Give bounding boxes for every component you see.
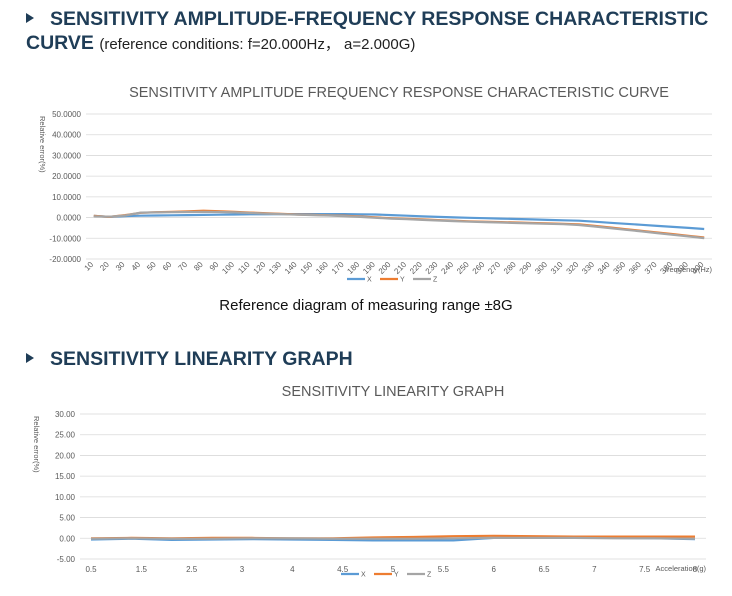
chart-title: SENSITIVITY AMPLITUDE FREQUENCY RESPONSE… [129,85,669,101]
x-tick-label: 270 [486,260,502,276]
x-tick-label: 50 [145,260,158,273]
x-tick-label: 320 [565,260,581,276]
x-tick-label: 150 [299,260,315,276]
y-tick-label: -10.0000 [49,234,81,243]
frequency-response-chart: SENSITIVITY AMPLITUDE FREQUENCY RESPONSE… [38,85,713,284]
legend-label: Z [427,572,432,579]
x-tick-label: 5 [391,565,396,574]
y-tick-label: 10.00 [55,493,76,502]
y-tick-label: 25.00 [55,431,76,440]
y-tick-label: 10.0000 [52,193,81,202]
x-tick-label: 90 [208,260,221,273]
legend-label: X [367,277,372,284]
y-tick-label: 20.0000 [52,172,81,181]
x-tick-label: 80 [192,260,205,273]
x-tick-label: 280 [502,260,518,276]
section-heading-linearity: SENSITIVITY LINEARITY GRAPH [26,347,353,371]
x-tick-label: 1.5 [136,565,148,574]
x-tick-label: 6.5 [538,565,550,574]
series-line-x [93,213,705,231]
y-tick-label: 0.0000 [57,214,82,223]
y-tick-label: 20.00 [55,451,76,460]
y-axis-label: Relative error(%) [38,116,47,173]
y-tick-label: 40.0000 [52,131,81,140]
x-tick-label: 330 [580,260,596,276]
x-tick-label: 5.5 [438,565,450,574]
x-tick-label: 250 [455,260,471,276]
chart-title: SENSITIVITY LINEARITY GRAPH [282,384,505,400]
x-tick-label: 130 [267,260,283,276]
legend-label: Y [400,277,405,284]
x-tick-label: 2.5 [186,565,198,574]
x-axis-label: frequency(Hz) [665,265,713,274]
x-tick-label: 180 [345,260,361,276]
x-tick-label: 4.5 [337,565,349,574]
y-tick-label: 30.0000 [52,151,81,160]
x-tick-label: 350 [612,260,628,276]
y-tick-label: 50.0000 [52,110,81,119]
x-tick-label: 140 [283,260,299,276]
legend-label: X [361,572,366,579]
y-tick-label: 0.00 [59,534,75,543]
x-tick-label: 170 [330,260,346,276]
reference-conditions-note: (reference conditions: f=20.000Hz， a=2.0… [99,36,416,53]
x-tick-label: 240 [439,260,455,276]
x-tick-label: 370 [643,260,659,276]
y-tick-label: 5.00 [59,514,75,523]
triangle-bullet-icon [26,12,34,23]
x-tick-label: 7.5 [639,565,651,574]
x-tick-label: 230 [424,260,440,276]
x-tick-label: 290 [518,260,534,276]
y-tick-label: -5.00 [57,555,76,564]
x-tick-label: 340 [596,260,612,276]
x-tick-label: 6 [491,565,496,574]
x-tick-label: 40 [130,260,143,273]
x-tick-label: 70 [176,260,189,273]
x-axis-label: Acceleration(g) [656,564,707,573]
x-tick-label: 220 [408,260,424,276]
triangle-bullet-icon [26,352,34,363]
measuring-range-caption: Reference diagram of measuring range ±8G [219,297,513,314]
series-line-z [93,210,705,240]
legend-label: Y [394,572,399,579]
x-tick-label: 300 [533,260,549,276]
series-line-z [90,536,696,540]
x-tick-label: 310 [549,260,565,276]
x-tick-label: 260 [471,260,487,276]
section-heading-frequency-response: SENSITIVITY AMPLITUDE-FREQUENCY RESPONSE… [26,7,716,57]
x-tick-label: 7 [592,565,597,574]
x-tick-label: 360 [627,260,643,276]
x-tick-label: 20 [98,260,111,273]
x-tick-label: 160 [314,260,330,276]
y-tick-label: 30.00 [55,410,76,419]
x-tick-label: 8 [693,565,698,574]
y-axis-label: Relative error(%) [32,416,41,473]
linearity-chart: SENSITIVITY LINEARITY GRAPH30.0025.0020.… [32,384,707,579]
x-tick-label: 0.5 [85,565,97,574]
x-tick-label: 190 [361,260,377,276]
legend-label: Z [433,277,438,284]
x-tick-label: 120 [252,260,268,276]
heading-text: SENSITIVITY AMPLITUDE-FREQUENCY RESPONSE… [26,8,709,54]
x-tick-label: 10 [83,260,96,273]
heading-text: SENSITIVITY LINEARITY GRAPH [50,348,353,370]
x-tick-label: 210 [392,260,408,276]
y-tick-label: -20.0000 [49,255,81,264]
x-tick-label: 60 [161,260,174,273]
x-tick-label: 4 [290,565,295,574]
x-tick-label: 3 [240,565,245,574]
x-tick-label: 200 [377,260,393,276]
x-tick-label: 30 [114,260,127,273]
x-tick-label: 100 [220,260,236,276]
x-tick-label: 110 [236,260,252,276]
y-tick-label: 15.00 [55,472,76,481]
